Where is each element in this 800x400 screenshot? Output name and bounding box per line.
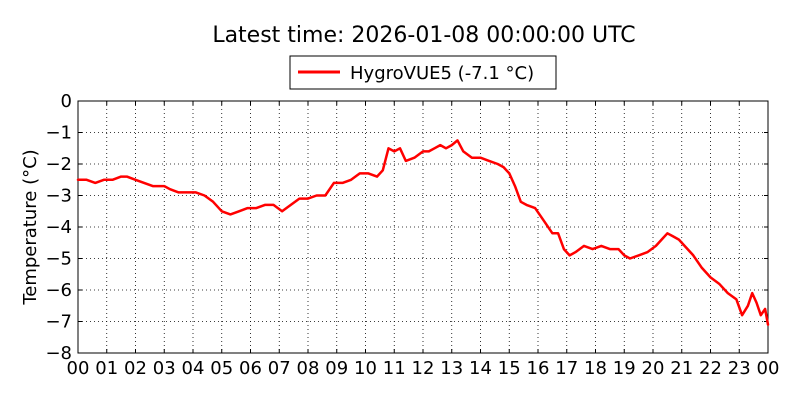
y-tick-label: −5 (45, 249, 72, 270)
axis-ticks (77, 100, 769, 354)
x-tick-label: 01 (95, 358, 118, 379)
x-tick-label: 12 (412, 358, 435, 379)
y-tick-label: −6 (45, 280, 72, 301)
legend: HygroVUE5 (-7.1 °C) (289, 55, 557, 90)
y-tick-label: −1 (45, 123, 72, 144)
x-tick-label: 17 (555, 358, 578, 379)
series-layer (76, 139, 770, 326)
x-tick-label: 00 (67, 358, 90, 379)
x-tick-label: 11 (383, 358, 406, 379)
x-tick-label: 13 (440, 358, 463, 379)
x-tick-label: 22 (699, 358, 722, 379)
x-tick-label: 21 (670, 358, 693, 379)
y-tick-label: −2 (45, 154, 72, 175)
x-tick-label: 02 (124, 358, 147, 379)
x-tick-label: 04 (182, 358, 205, 379)
chart-title: Latest time: 2026-01-08 00:00:00 UTC (212, 23, 635, 48)
x-tick-label: 05 (210, 358, 233, 379)
x-tick-label: 19 (613, 358, 636, 379)
x-tick-label: 09 (325, 358, 348, 379)
x-tick-label: 00 (757, 358, 780, 379)
x-tick-label: 16 (527, 358, 550, 379)
x-tick-label: 03 (153, 358, 176, 379)
y-tick-label: −3 (45, 186, 72, 207)
y-axis-label: Temperature (°C) (20, 149, 41, 305)
x-tick-label: 23 (728, 358, 751, 379)
x-tick-label: 10 (354, 358, 377, 379)
grid (78, 101, 768, 353)
legend-label: HygroVUE5 (-7.1 °C) (350, 63, 534, 84)
x-tick-label: 15 (498, 358, 521, 379)
x-tick-label: 08 (297, 358, 320, 379)
series-line (76, 139, 770, 326)
x-tick-label: 06 (239, 358, 262, 379)
x-tick-label: 07 (268, 358, 291, 379)
axis-tick-labels: 00 01 02 03 04 05 06 07 08 09 10 11 12 13 14 15 16 17 18 19… (45, 91, 779, 379)
x-tick-label: 20 (642, 358, 665, 379)
y-tick-label: −4 (45, 217, 72, 238)
y-tick-label: −8 (45, 343, 72, 364)
y-tick-label: −7 (45, 312, 72, 333)
x-tick-label: 14 (469, 358, 492, 379)
x-tick-label: 18 (584, 358, 607, 379)
y-tick-label: 0 (61, 91, 72, 112)
